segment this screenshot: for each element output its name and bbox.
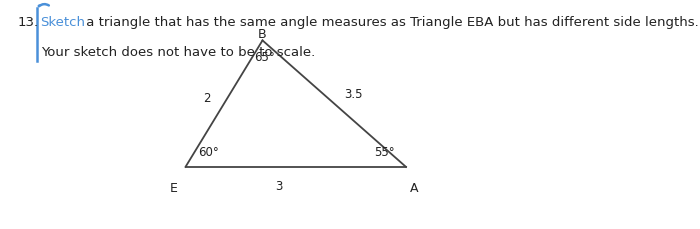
Text: 3: 3: [275, 179, 282, 192]
Text: Sketch: Sketch: [41, 16, 85, 29]
Text: 55°: 55°: [374, 145, 395, 158]
Text: a triangle that has the same angle measures as Triangle EBA but has different si: a triangle that has the same angle measu…: [82, 16, 699, 29]
Text: E: E: [169, 181, 178, 194]
Text: 60°: 60°: [198, 145, 219, 158]
Text: 13.: 13.: [18, 16, 38, 29]
Text: B: B: [258, 27, 267, 41]
Text: 65°: 65°: [254, 51, 275, 64]
Text: 3.5: 3.5: [344, 87, 363, 100]
Text: Your sketch does not have to be to scale.: Your sketch does not have to be to scale…: [41, 46, 315, 59]
Text: A: A: [410, 181, 419, 194]
Text: 2: 2: [203, 92, 210, 105]
